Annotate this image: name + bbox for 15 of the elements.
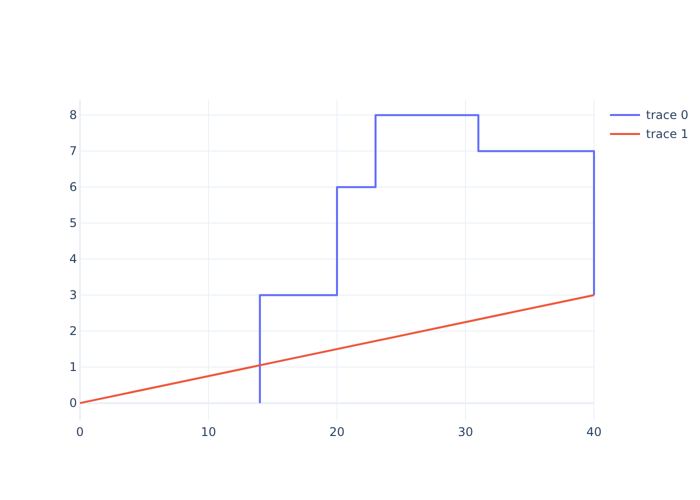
- y-tick-label: 5: [69, 216, 77, 230]
- y-tick-label: 7: [69, 144, 77, 158]
- x-tick-label: 40: [586, 425, 602, 439]
- x-tick-label: 10: [200, 425, 216, 439]
- y-tick-label: 6: [69, 180, 77, 194]
- y-tick-label: 3: [69, 288, 77, 302]
- legend-label: trace 0: [646, 108, 688, 122]
- y-tick-label: 0: [69, 396, 77, 410]
- y-tick-label: 8: [69, 108, 77, 122]
- y-tick-label: 4: [69, 252, 77, 266]
- y-tick-label: 1: [69, 360, 77, 374]
- x-tick-label: 20: [329, 425, 345, 439]
- x-tick-label: 30: [458, 425, 474, 439]
- legend-label: trace 1: [646, 127, 688, 141]
- y-tick-label: 2: [69, 324, 77, 338]
